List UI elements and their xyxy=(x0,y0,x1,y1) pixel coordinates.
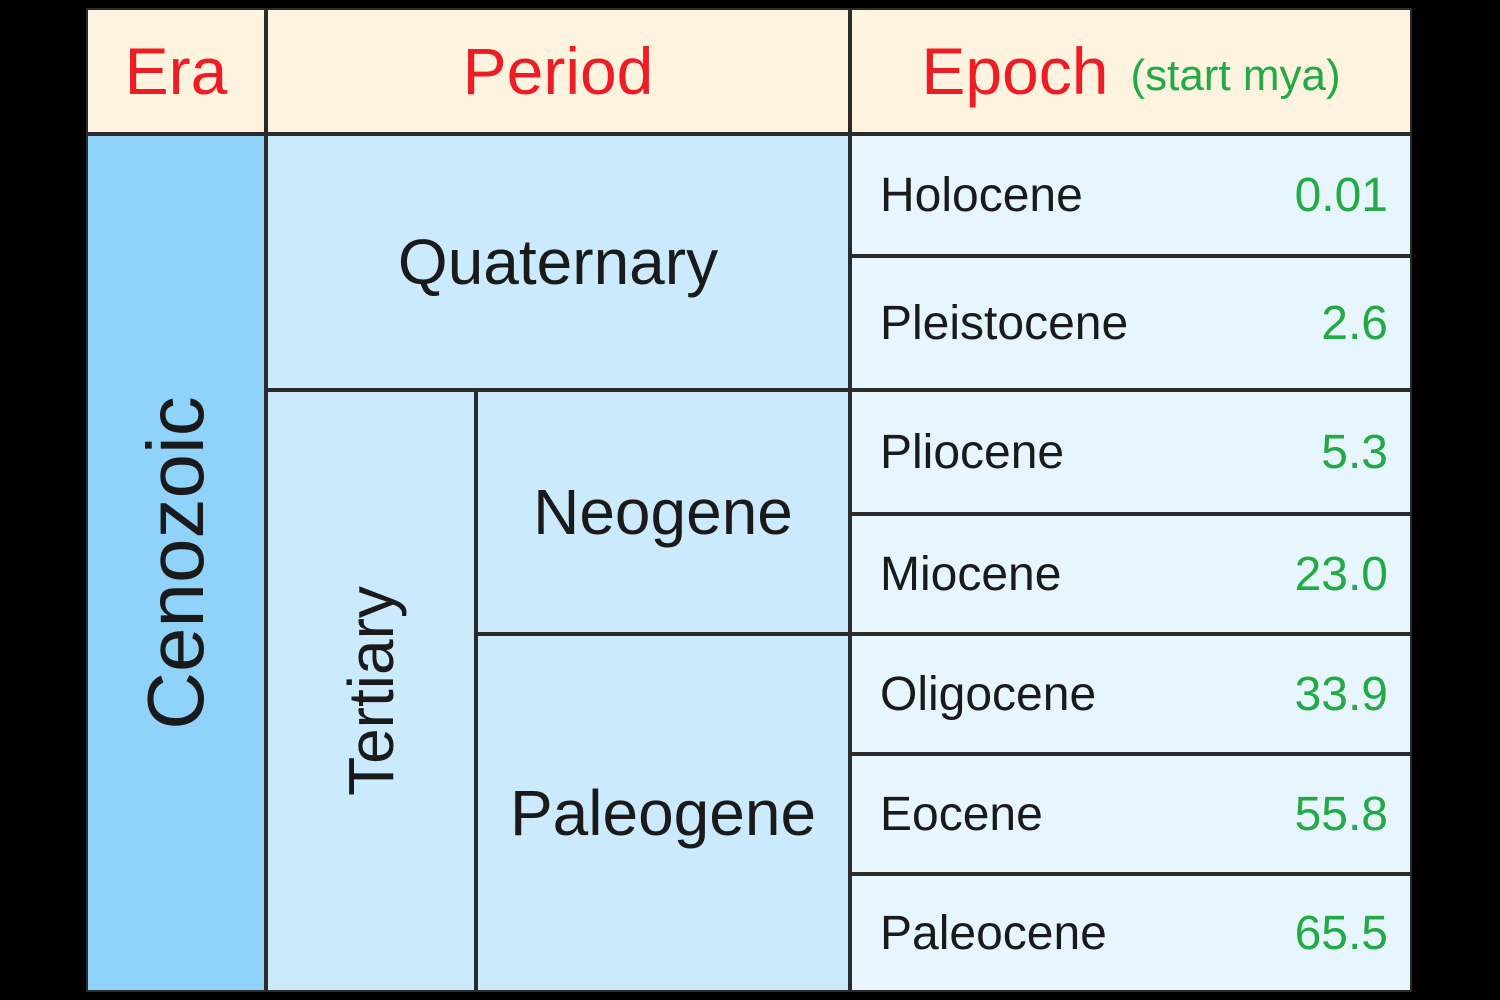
period-neogene-label: Neogene xyxy=(533,476,793,548)
epoch-name: Miocene xyxy=(880,547,1062,601)
period-neogene: Neogene xyxy=(478,392,848,632)
epoch-start: 0.01 xyxy=(1294,168,1388,222)
epoch-name: Holocene xyxy=(880,168,1083,222)
epoch-start: 5.3 xyxy=(1321,425,1388,479)
geologic-time-table: Era Period Epoch (start mya) Cenozoic Qu… xyxy=(86,8,1412,992)
header-period: Period xyxy=(268,10,848,132)
epoch-start: 55.8 xyxy=(1294,787,1388,841)
epoch-start: 65.5 xyxy=(1294,906,1388,960)
epoch-row: Miocene 23.0 xyxy=(852,516,1410,632)
epoch-row: Oligocene 33.9 xyxy=(852,636,1410,752)
epoch-row: Pliocene 5.3 xyxy=(852,392,1410,512)
header-era: Era xyxy=(88,10,264,132)
epoch-name: Paleocene xyxy=(880,906,1107,960)
header-period-label: Period xyxy=(462,34,654,108)
period-paleogene-label: Paleogene xyxy=(509,777,817,849)
epoch-row: Paleocene 65.5 xyxy=(852,876,1410,990)
header-era-label: Era xyxy=(124,34,228,108)
header-epoch-unit: (start mya) xyxy=(1130,51,1341,100)
epoch-name: Pleistocene xyxy=(880,296,1129,350)
epoch-start: 33.9 xyxy=(1294,667,1388,721)
era-cenozoic: Cenozoic xyxy=(88,136,264,990)
epoch-name: Pliocene xyxy=(880,425,1065,479)
period-quaternary: Quaternary xyxy=(268,136,848,388)
header-epoch: Epoch (start mya) xyxy=(852,10,1410,132)
epoch-start: 2.6 xyxy=(1321,296,1388,350)
epoch-name: Oligocene xyxy=(880,667,1097,721)
period-quaternary-label: Quaternary xyxy=(397,226,719,298)
epoch-name: Eocene xyxy=(880,787,1043,841)
period-paleogene: Paleogene xyxy=(478,636,848,990)
header-epoch-label: Epoch xyxy=(921,34,1109,108)
epoch-row: Pleistocene 2.6 xyxy=(852,258,1410,388)
epoch-row: Holocene 0.01 xyxy=(852,136,1410,254)
epoch-start: 23.0 xyxy=(1294,547,1388,601)
epoch-row: Eocene 55.8 xyxy=(852,756,1410,872)
period-tertiary-label: Tertiary xyxy=(335,586,407,796)
period-tertiary: Tertiary xyxy=(268,392,474,990)
era-label: Cenozoic xyxy=(131,396,221,730)
